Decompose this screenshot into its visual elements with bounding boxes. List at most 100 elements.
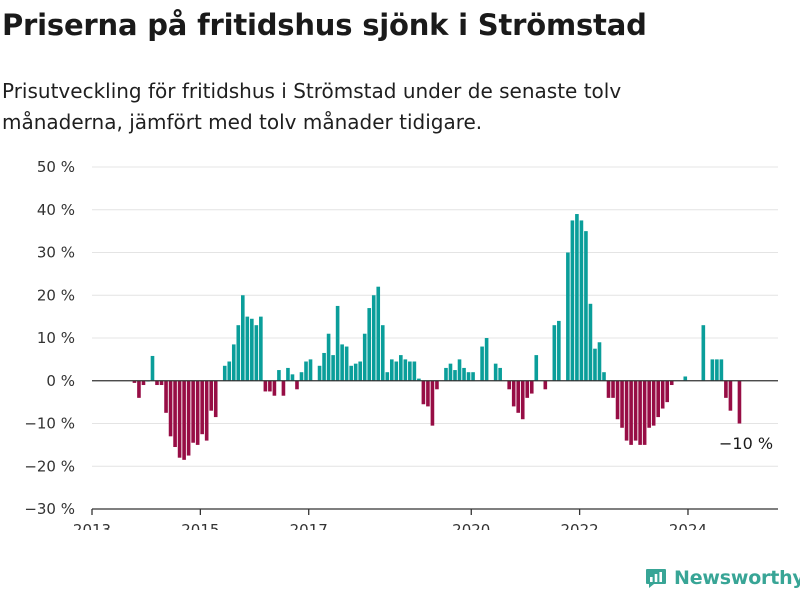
bar	[290, 374, 295, 381]
bar	[660, 380, 665, 409]
y-tick-label: −30 %	[24, 500, 75, 518]
bar	[498, 367, 502, 381]
bar	[520, 380, 525, 420]
bar	[525, 380, 530, 398]
bar	[371, 295, 376, 381]
bar	[615, 380, 620, 420]
bar	[286, 367, 290, 381]
bar	[511, 380, 516, 407]
bar	[597, 342, 602, 381]
bar	[593, 348, 597, 381]
bar	[584, 231, 588, 381]
x-tick-label: 2024	[669, 521, 707, 530]
bar	[471, 372, 475, 381]
bar	[263, 380, 268, 392]
bar	[344, 346, 349, 381]
bar	[308, 359, 313, 381]
bar	[534, 355, 539, 381]
bar	[606, 380, 611, 398]
chart-title: Priserna på fritidshus sjönk i Strömstad	[2, 8, 647, 42]
bar	[642, 380, 647, 445]
bar	[399, 355, 403, 381]
bar	[141, 380, 146, 386]
brand-name: Newsworthy	[674, 567, 800, 589]
bar	[394, 361, 399, 381]
bar	[367, 308, 372, 381]
bar	[241, 295, 245, 381]
bar	[638, 380, 642, 445]
bar	[466, 372, 471, 381]
x-tick-label: 2017	[290, 521, 328, 530]
bar	[620, 380, 624, 428]
bar	[624, 380, 629, 441]
x-tick-label: 2020	[452, 521, 490, 530]
bar	[159, 380, 164, 386]
bar	[651, 380, 656, 426]
bar	[254, 325, 259, 381]
x-tick-label: 2022	[561, 521, 599, 530]
bar	[701, 325, 706, 381]
bar	[335, 305, 340, 381]
bar	[728, 380, 733, 411]
bar	[484, 338, 489, 381]
bar	[358, 361, 362, 381]
bar	[380, 325, 385, 381]
bar	[403, 359, 408, 381]
bar	[132, 380, 137, 383]
bar	[155, 380, 159, 386]
bar	[629, 380, 633, 445]
annotation-label: −10 %	[719, 434, 773, 453]
bar	[385, 372, 390, 381]
y-tick-label: 50 %	[37, 158, 75, 176]
bar	[421, 380, 426, 405]
bar	[444, 367, 448, 381]
y-tick-label: −10 %	[24, 415, 75, 433]
bar	[426, 380, 430, 407]
bar	[340, 344, 344, 381]
brand: Newsworthy	[645, 566, 800, 590]
bar	[173, 380, 177, 448]
x-tick-label: 2013	[73, 521, 111, 530]
bar	[349, 365, 353, 381]
bar	[272, 380, 277, 396]
bar	[430, 380, 435, 426]
bar	[457, 359, 462, 381]
y-tick-label: 20 %	[37, 286, 75, 304]
y-tick-label: −20 %	[24, 457, 75, 475]
bar	[177, 380, 182, 458]
bar	[611, 380, 615, 398]
bar	[168, 380, 173, 437]
bar	[724, 380, 728, 398]
bar	[669, 380, 674, 386]
bar	[317, 365, 322, 381]
bar	[579, 220, 584, 381]
bar	[304, 361, 308, 381]
bar	[164, 380, 168, 413]
bar	[195, 380, 200, 445]
bar	[543, 380, 548, 390]
bar	[222, 365, 227, 381]
bar	[665, 380, 670, 403]
bar	[231, 344, 236, 381]
bar	[683, 376, 688, 381]
newsworthy-logo-icon	[646, 569, 666, 588]
bar	[209, 380, 213, 411]
bar	[529, 380, 534, 394]
bar	[417, 378, 421, 381]
bar	[570, 220, 575, 381]
bar	[552, 325, 557, 381]
y-tick-label: 40 %	[37, 201, 75, 219]
bar-chart: −30 % −20 % −10 % 0 % 10 % 20 % 30 % 40 % 50 % 2…	[24, 158, 778, 530]
bar	[412, 361, 417, 381]
bar	[575, 214, 579, 381]
bar	[602, 372, 606, 381]
chart-subtitle: Prisutveckling för fritidshus i Strömsta…	[2, 79, 622, 134]
bar	[259, 316, 263, 381]
axes	[91, 380, 778, 515]
bar	[182, 380, 186, 460]
bar	[277, 370, 281, 381]
y-tick-label: 30 %	[37, 244, 75, 262]
bar	[656, 380, 660, 418]
bar	[710, 359, 715, 381]
y-tick-label: 0 %	[46, 372, 75, 390]
